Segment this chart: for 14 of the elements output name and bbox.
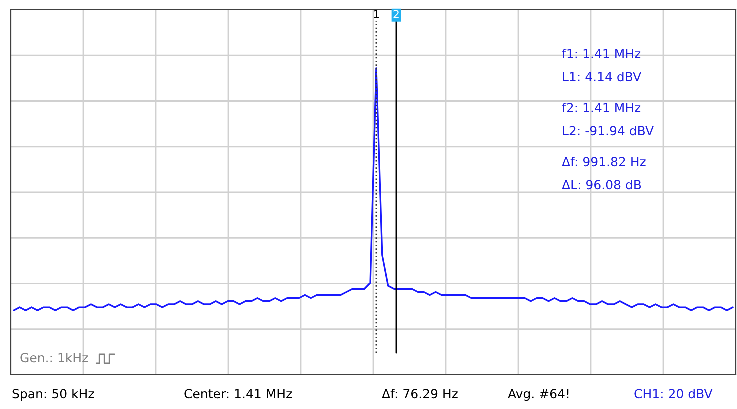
- annotation: Gen.: 1kHz: [20, 352, 88, 363]
- annotation: L1: 4.14 dBV: [563, 72, 642, 82]
- annotation: Δf: 991.82 Hz: [562, 156, 646, 167]
- text: 2: [394, 10, 399, 18]
- text: Center: 1.41 MHz: [184, 389, 292, 399]
- text: CH1: 20 dBV: [634, 388, 713, 399]
- text: 1: [374, 10, 379, 18]
- annotation: L2: -91.94 dBV: [563, 126, 654, 136]
- annotation: ΔL: 96.08 dB: [562, 180, 642, 190]
- text: f1: 1.41 MHz: [562, 48, 641, 58]
- text: Avg. #64!: [508, 389, 569, 402]
- text: Δf: 76.29 Hz: [382, 388, 458, 399]
- annotation: f2: 1.41 MHz: [562, 102, 641, 112]
- text: Span: 50 kHz: [12, 388, 94, 402]
